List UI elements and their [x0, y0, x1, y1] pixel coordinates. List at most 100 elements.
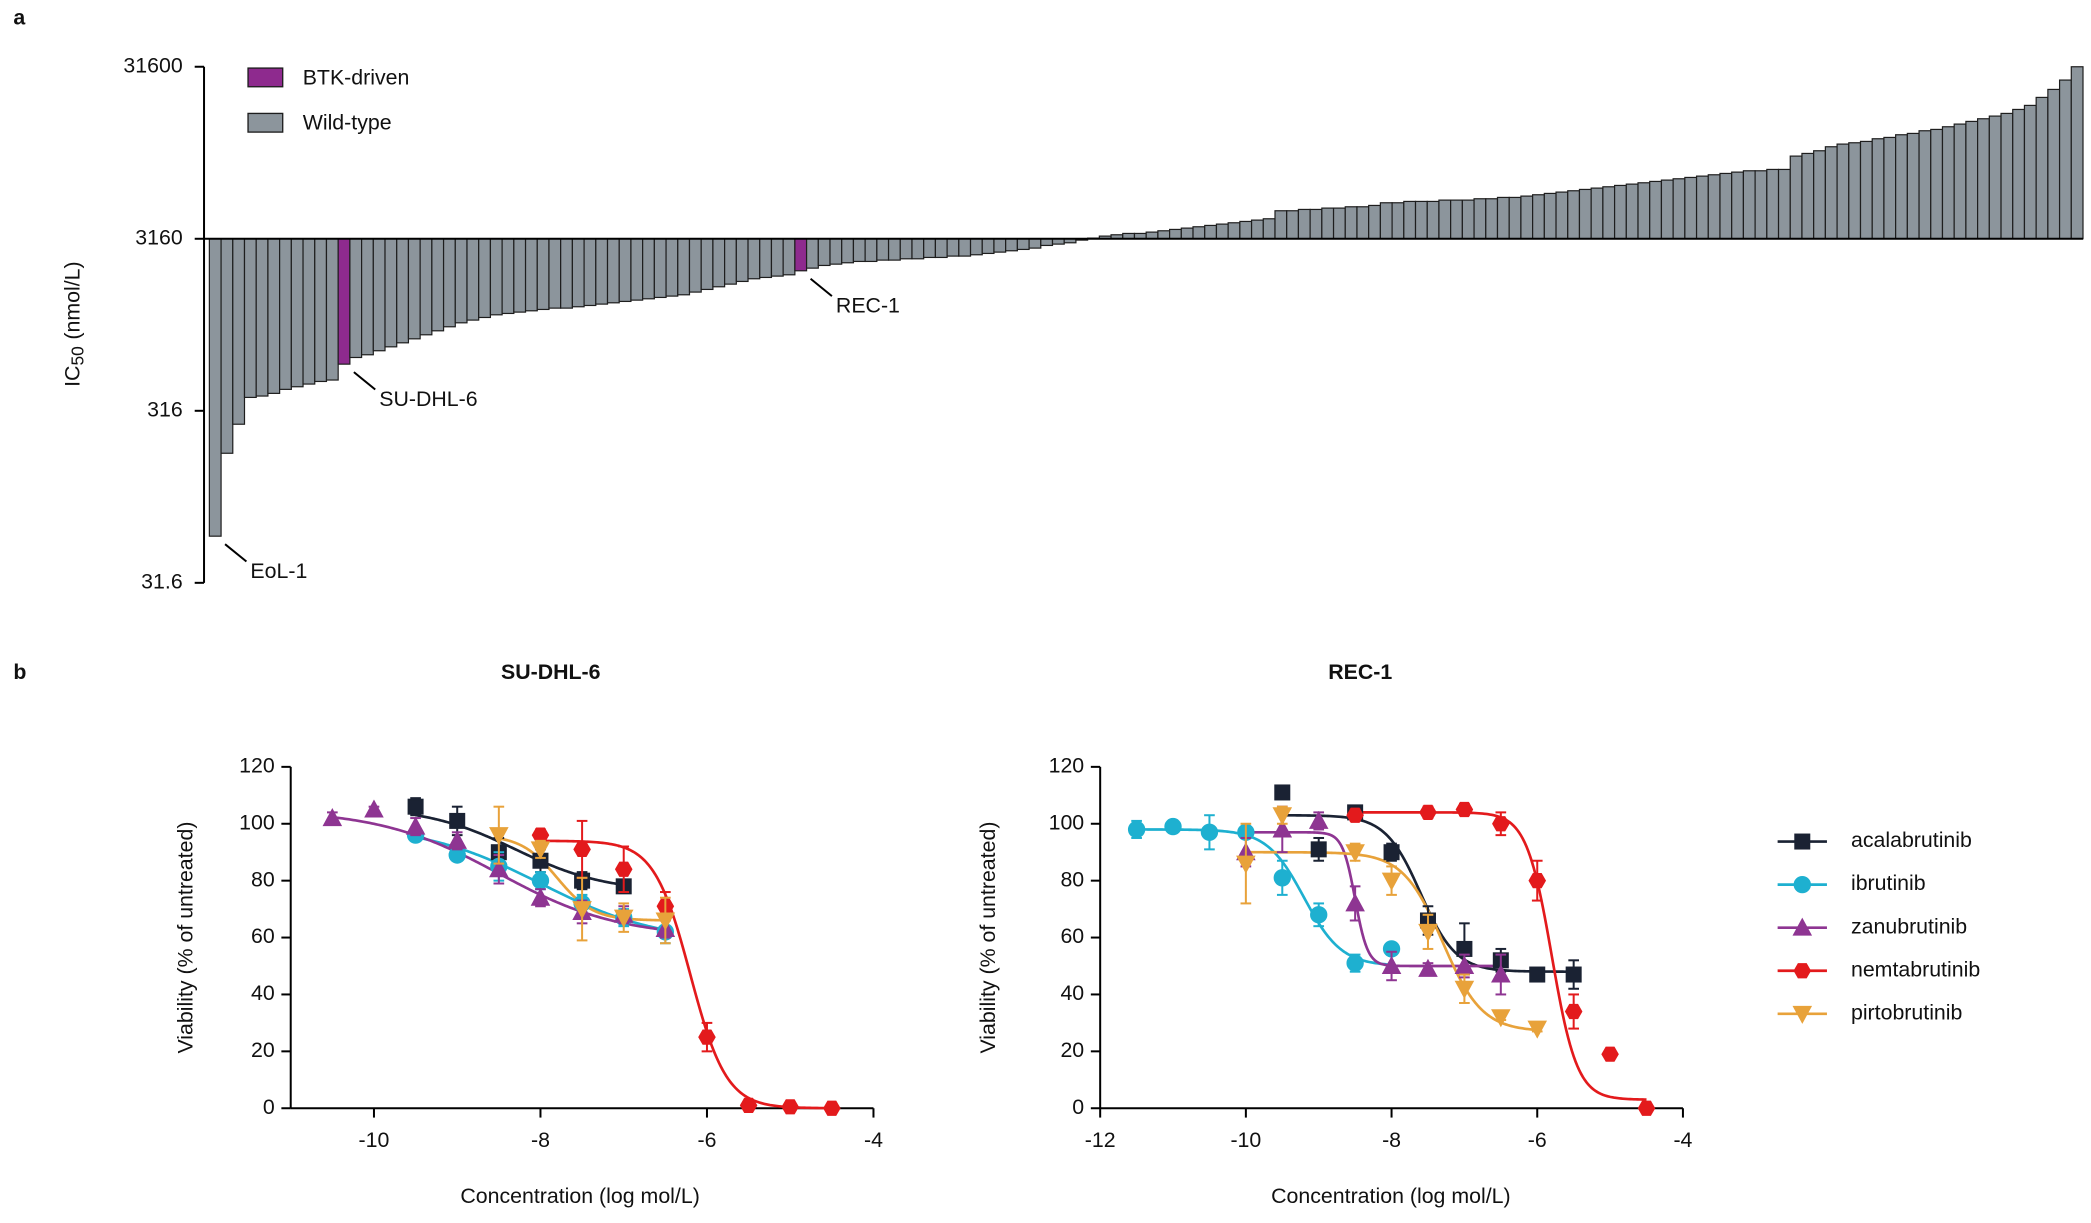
- marker: [1527, 1020, 1548, 1039]
- bar: [513, 238, 527, 313]
- bar: [899, 238, 913, 260]
- y-tick-label: 40: [251, 981, 275, 1005]
- bar: [1918, 130, 1932, 240]
- marker: [1564, 1003, 1583, 1020]
- bar: [1965, 120, 1979, 240]
- y-tick-label: 0: [263, 1095, 275, 1119]
- bar: [1391, 202, 1405, 240]
- bar: [1719, 172, 1733, 240]
- bar: [688, 238, 702, 293]
- bar: [735, 238, 749, 283]
- bar: [442, 238, 456, 328]
- y-tick-label: 40: [1060, 981, 1084, 1005]
- bar: [1262, 218, 1276, 240]
- bar: [817, 238, 831, 267]
- bar: [829, 238, 843, 265]
- bar: [1824, 146, 1838, 240]
- bar: [934, 238, 948, 259]
- marker: [1272, 807, 1293, 826]
- y-tick-label: 316: [147, 397, 183, 421]
- marker: [1491, 964, 1511, 983]
- bar: [1403, 200, 1417, 240]
- bar: [1684, 176, 1698, 240]
- bar: [2058, 79, 2072, 240]
- bar: [1461, 199, 1475, 240]
- marker: [531, 871, 550, 890]
- x-axis-label: Concentration (log mol/L): [460, 1184, 699, 1208]
- bar: [1344, 206, 1358, 240]
- bar: [1883, 136, 1897, 240]
- bar: [1695, 175, 1709, 240]
- bar: [360, 238, 374, 356]
- x-tick-label: -6: [1528, 1128, 1547, 1152]
- bar: [981, 238, 995, 255]
- bar: [478, 238, 492, 319]
- bar: [560, 238, 573, 309]
- marker: [1528, 873, 1547, 889]
- bar: [1473, 198, 1487, 240]
- bar: [2047, 88, 2061, 240]
- marker: [530, 887, 551, 906]
- marker: [613, 909, 634, 928]
- x-tick-label: -10: [359, 1128, 390, 1152]
- marker: [1383, 844, 1400, 861]
- marker: [1637, 1100, 1656, 1116]
- bar: [232, 238, 246, 425]
- bar: [1379, 202, 1393, 240]
- bar: [1578, 188, 1592, 240]
- bar: [407, 238, 421, 340]
- marker: [1273, 869, 1291, 887]
- bar: [314, 238, 328, 383]
- bar: [1613, 184, 1627, 240]
- bar: [1426, 200, 1440, 240]
- marker: [530, 841, 551, 860]
- bar: [1988, 115, 2002, 240]
- bar: [864, 238, 878, 263]
- bar: [1859, 140, 1873, 240]
- bar: [1414, 200, 1428, 240]
- marker: [447, 830, 468, 849]
- bar: [969, 238, 983, 256]
- callout-label: REC-1: [836, 293, 900, 317]
- y-axis-label-main: IC: [60, 366, 84, 387]
- chart-title: SU-DHL-6: [501, 660, 601, 684]
- bar: [1508, 196, 1522, 240]
- bar: [1157, 230, 1171, 240]
- y-tick-label: 31600: [123, 53, 182, 77]
- marker: [1164, 817, 1182, 836]
- bar: [1450, 199, 1463, 240]
- callout-label: EoL-1: [250, 559, 307, 583]
- x-axis-label: Concentration (log mol/L): [1271, 1184, 1510, 1208]
- bar: [794, 238, 808, 272]
- bar: [1637, 182, 1651, 240]
- marker: [1272, 819, 1293, 838]
- marker: [1310, 906, 1328, 924]
- marker: [1236, 855, 1256, 874]
- bar: [583, 238, 597, 307]
- marker: [655, 912, 676, 931]
- bar: [1286, 210, 1300, 240]
- bar: [1169, 228, 1182, 240]
- bar: [1274, 210, 1288, 240]
- bar: [1930, 128, 1944, 240]
- bar: [325, 238, 339, 381]
- bar: [1239, 220, 1253, 240]
- bar: [630, 238, 644, 301]
- x-tick-label: -10: [1230, 1128, 1261, 1152]
- bar: [1977, 118, 1990, 240]
- marker: [1381, 955, 1402, 975]
- bar: [911, 238, 925, 260]
- bar: [1871, 138, 1885, 240]
- bar: [489, 238, 503, 316]
- marker: [698, 1029, 716, 1045]
- bar: [1250, 219, 1264, 240]
- bar: [677, 238, 691, 296]
- y-tick-label: 120: [239, 753, 275, 777]
- x-tick-label: -8: [531, 1128, 550, 1152]
- bar: [1192, 226, 1206, 240]
- marker: [1381, 872, 1402, 891]
- bar: [466, 238, 480, 321]
- bar: [1941, 126, 1955, 240]
- bar: [431, 238, 445, 332]
